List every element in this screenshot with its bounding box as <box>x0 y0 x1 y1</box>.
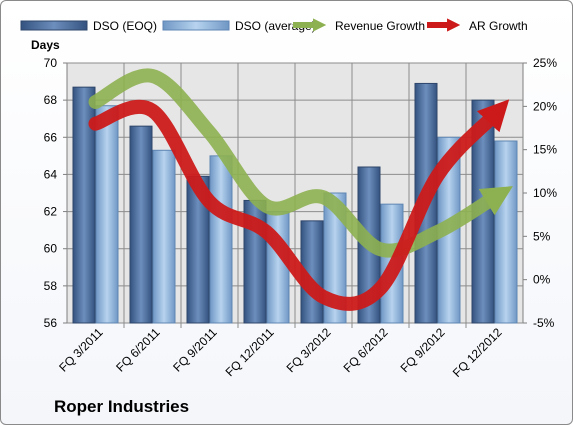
y-tick-label: 58 <box>44 279 58 293</box>
y-axis-title: Days <box>31 38 60 52</box>
x-tick-label: FQ 9/2012 <box>398 325 448 375</box>
y-tick-label: 56 <box>44 316 58 330</box>
y-tick-label: 60 <box>44 242 58 256</box>
x-tick-label: FQ 12/2012 <box>450 325 505 380</box>
y-tick-label: 64 <box>44 167 58 181</box>
bar-dso-average <box>152 149 176 324</box>
y2-tick-label: -5% <box>533 316 555 330</box>
company-name: Roper Industries <box>54 397 190 416</box>
x-tick-label: FQ 3/2011 <box>56 325 106 375</box>
y2-tick-label: 25% <box>533 56 557 70</box>
legend-swatch <box>162 20 230 31</box>
y2-tick-label: 20% <box>533 99 557 113</box>
bar-dso-eoq <box>72 86 96 324</box>
x-tick-label: FQ 6/2012 <box>341 325 391 375</box>
x-tick-label: FQ 6/2011 <box>113 325 163 375</box>
legend-label: DSO (EOQ) <box>93 19 157 33</box>
bar-dso-eoq <box>129 125 153 324</box>
bar-dso-average <box>95 105 119 324</box>
bar-dso-average <box>323 192 347 324</box>
legend-swatch <box>20 20 88 31</box>
x-tick-label: FQ 9/2011 <box>170 325 220 375</box>
y-tick-label: 66 <box>44 130 58 144</box>
y2-tick-label: 0% <box>533 273 551 287</box>
y-tick-label: 62 <box>44 205 58 219</box>
bar-dso-average <box>494 140 518 324</box>
x-tick-label: FQ 3/2012 <box>284 325 334 375</box>
x-tick-label: FQ 12/2011 <box>223 325 277 379</box>
y2-tick-label: 10% <box>533 186 557 200</box>
y2-tick-label: 5% <box>533 229 551 243</box>
revenue-growth-line <box>88 68 513 258</box>
y-tick-label: 68 <box>44 93 58 107</box>
y2-tick-label: 15% <box>533 143 557 157</box>
legend-label: AR Growth <box>469 19 528 33</box>
bar-dso-average <box>209 155 233 324</box>
ar-growth-line <box>88 99 510 311</box>
legend-label: Revenue Growth <box>335 19 425 33</box>
y-tick-label: 70 <box>44 56 58 70</box>
